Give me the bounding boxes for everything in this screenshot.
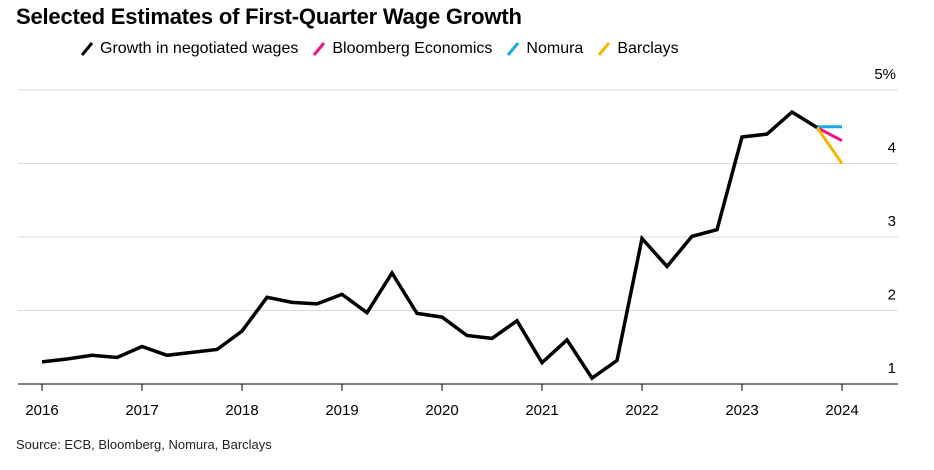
chart-title: Selected Estimates of First-Quarter Wage…: [16, 4, 522, 29]
x-tick-label: 2016: [25, 402, 58, 419]
source-note: Source: ECB, Bloomberg, Nomura, Barclays: [16, 437, 272, 452]
legend-swatch: [507, 42, 520, 56]
legend-item: Nomura: [506, 40, 583, 58]
legend-label: Bloomberg Economics: [332, 40, 493, 57]
legend-item: Barclays: [597, 40, 679, 58]
x-tick-label: 2024: [825, 402, 858, 419]
x-tick-label: 2020: [425, 402, 458, 419]
y-tick-label: 5%: [874, 66, 896, 83]
x-tick-label: 2022: [625, 402, 658, 419]
series-line-bloomberg-economics: [816, 126, 843, 143]
legend-swatch: [80, 42, 94, 56]
y-tick-label: 1: [888, 360, 896, 377]
chart-legend: Growth in negotiated wages Bloomberg Econ…: [80, 40, 693, 58]
legend-item: Bloomberg Economics: [312, 40, 492, 58]
y-tick-label: 4: [888, 140, 896, 157]
y-tick-label: 3: [888, 213, 896, 230]
legend-item: Growth in negotiated wages: [80, 40, 298, 58]
x-tick-label: 2023: [725, 402, 758, 419]
x-tick-label: 2019: [325, 402, 358, 419]
series-line-growth-in-negotiated-wages: [41, 109, 818, 381]
legend-label: Growth in negotiated wages: [100, 40, 299, 57]
x-tick-label: 2017: [125, 402, 158, 419]
legend-swatch: [598, 42, 611, 56]
series-line-barclays: [815, 126, 844, 165]
x-tick-label: 2018: [225, 402, 258, 419]
y-tick-label: 2: [888, 287, 896, 304]
x-tick-label: 2021: [525, 402, 558, 419]
legend-swatch: [313, 42, 326, 56]
legend-label: Nomura: [526, 40, 584, 57]
legend-label: Barclays: [617, 40, 679, 57]
